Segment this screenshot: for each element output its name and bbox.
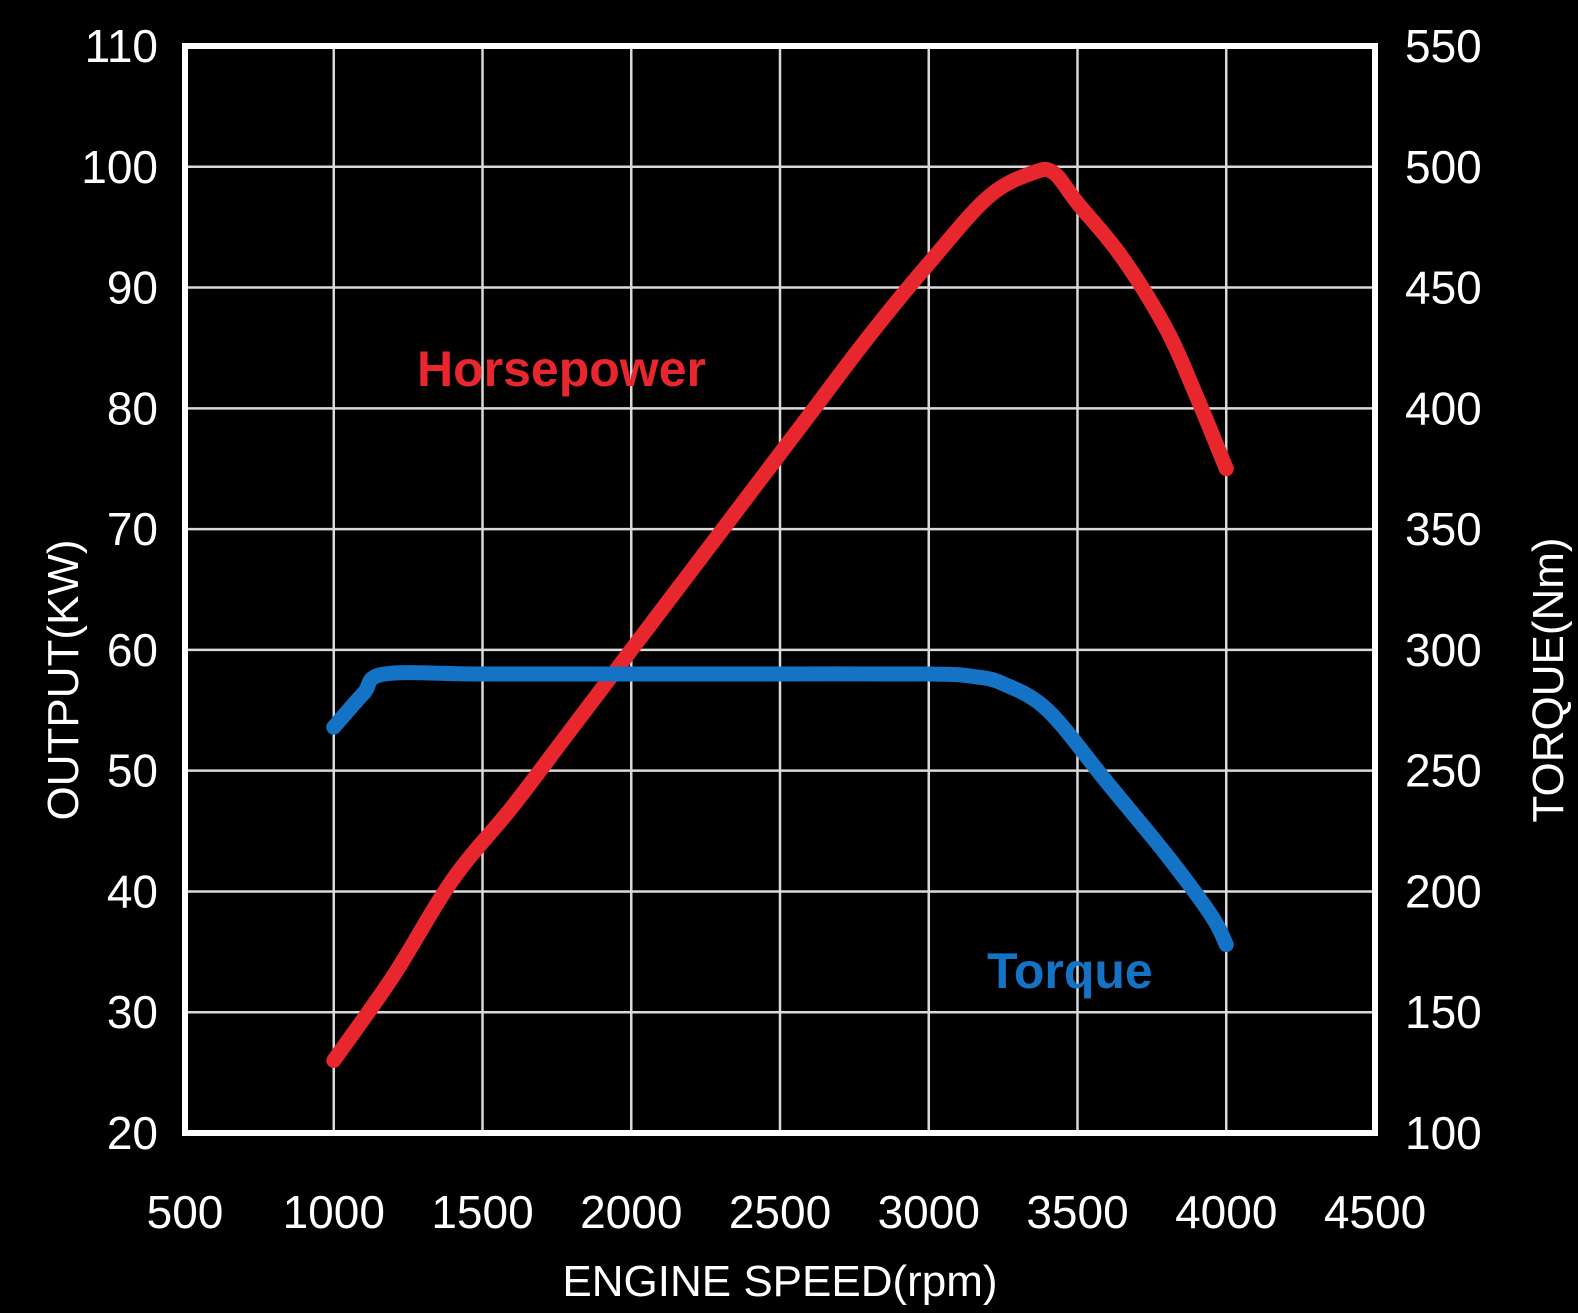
x-tick-label: 3500 — [1026, 1186, 1128, 1238]
plot-frame — [182, 43, 1378, 1136]
y-tick-label: 50 — [107, 745, 158, 797]
y-tick-label: 80 — [107, 382, 158, 434]
y2-tick-label: 550 — [1405, 20, 1482, 72]
y-tick-label: 40 — [107, 865, 158, 917]
y-tick-label: 20 — [107, 1107, 158, 1159]
y-tick-label: 70 — [107, 503, 158, 555]
x-axis-title: ENGINE SPEED(rpm) — [562, 1257, 997, 1306]
x-tick-label: 4000 — [1175, 1186, 1277, 1238]
series-lines — [326, 161, 1234, 1068]
horsepower-series-label: Horsepower — [417, 341, 706, 397]
y-tick-label: 90 — [107, 262, 158, 314]
x-tick-label: 2500 — [729, 1186, 831, 1238]
x-tick-label: 3000 — [878, 1186, 980, 1238]
y-tick-label: 60 — [107, 624, 158, 676]
y-tick-label: 110 — [85, 20, 158, 72]
y2-tick-label: 150 — [1405, 986, 1482, 1038]
y2-tick-label: 200 — [1405, 865, 1482, 917]
y2-tick-label: 100 — [1405, 1107, 1482, 1159]
y2-tick-label: 350 — [1405, 503, 1482, 555]
x-tick-label: 1500 — [431, 1186, 533, 1238]
y-tick-label: 30 — [107, 986, 158, 1038]
y2-tick-label: 250 — [1405, 745, 1482, 797]
torque-series-line — [326, 665, 1234, 953]
x-tick-label: 1000 — [283, 1186, 385, 1238]
y2-tick-label: 300 — [1405, 624, 1482, 676]
horsepower-series-line — [326, 161, 1234, 1068]
x-tick-label: 4500 — [1324, 1186, 1426, 1238]
y2-tick-label: 450 — [1405, 262, 1482, 314]
torque-series-label: Torque — [987, 943, 1153, 999]
y-axis-title: OUTPUT(KW) — [39, 539, 88, 820]
y2-tick-label: 400 — [1405, 382, 1482, 434]
x-tick-label: 2000 — [580, 1186, 682, 1238]
x-tick-label: 500 — [147, 1186, 224, 1238]
tick-labels: 500 1000 1500 2000 2500 3000 3500 4000 4500 20 30 4… — [81, 20, 1482, 1238]
y2-tick-label: 500 — [1405, 141, 1482, 193]
grid — [185, 46, 1375, 1133]
y2-axis-title: TORQUE(Nm) — [1524, 537, 1573, 822]
y-tick-label: 100 — [81, 141, 158, 193]
